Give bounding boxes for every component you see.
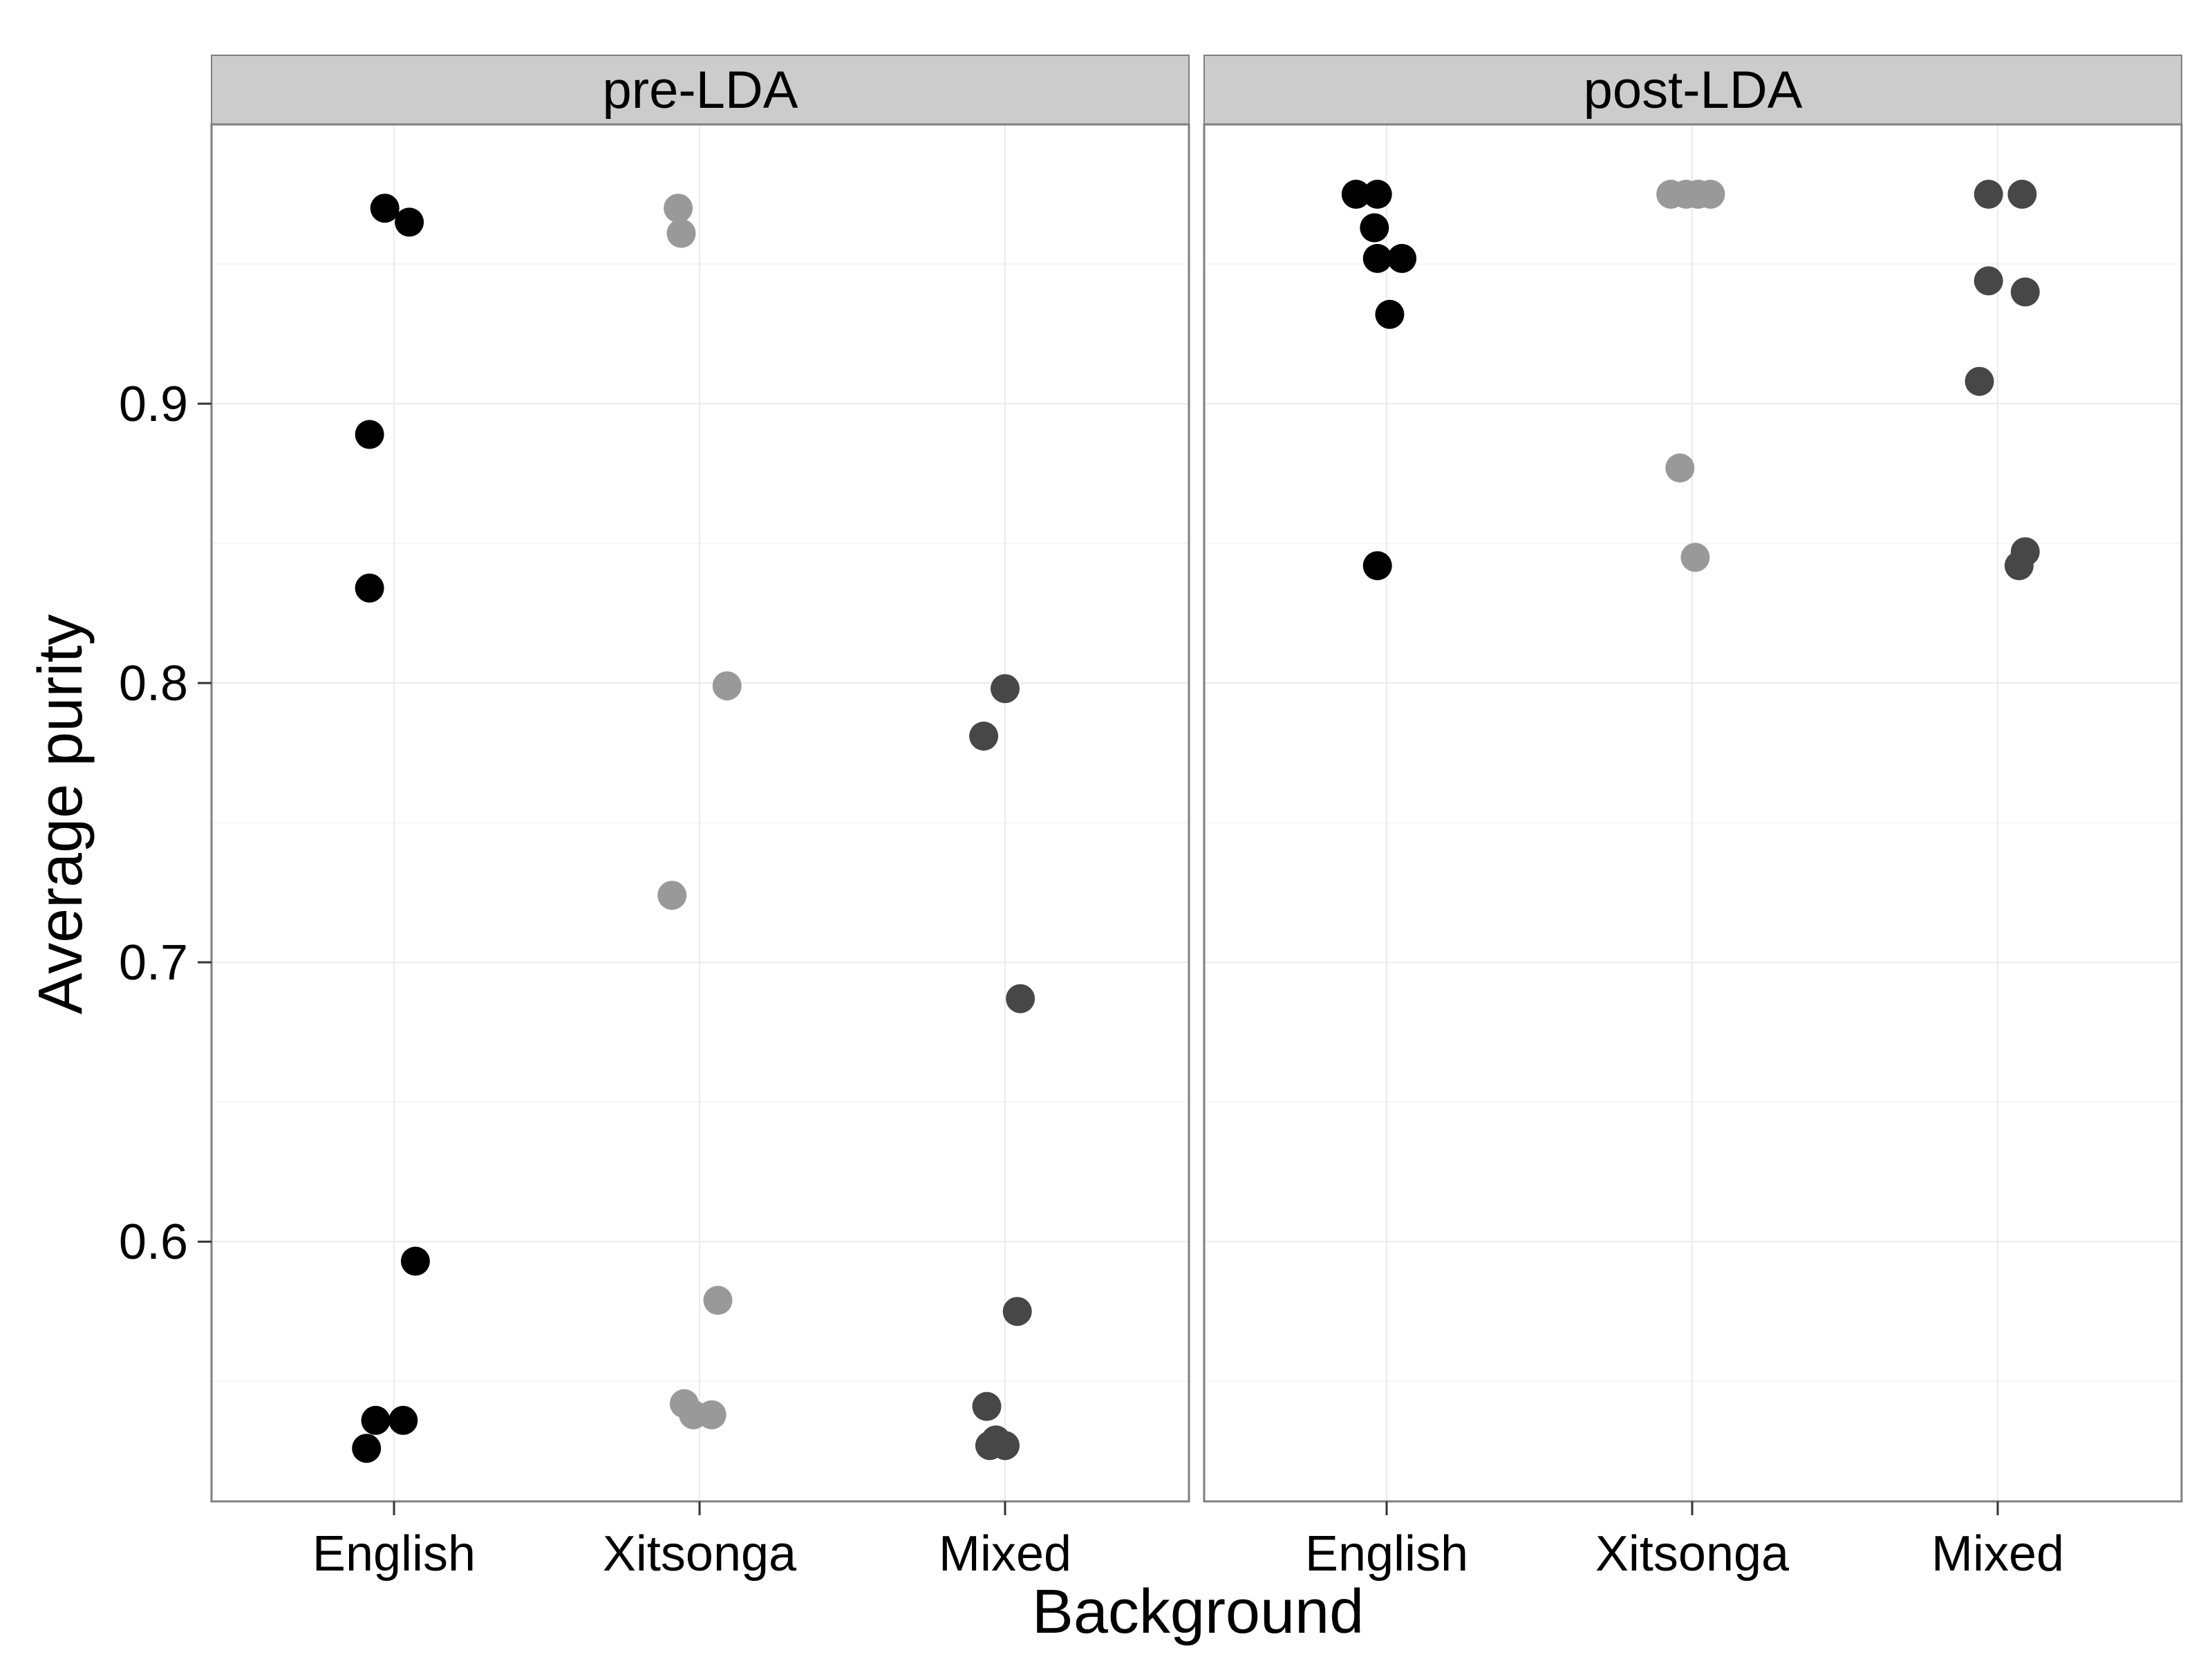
panel-post-LDA: post-LDA English Xitsonga Mixed (1203, 55, 2183, 1582)
data-point-xitsonga (697, 1400, 727, 1430)
data-point-english (355, 420, 384, 449)
data-point-mixed (991, 674, 1020, 704)
data-point-mixed (1006, 984, 1035, 1013)
data-point-mixed (969, 721, 999, 751)
panel-pre-LDA: pre-LDA English Xitsonga Mixed (210, 55, 1190, 1582)
panels-layer: pre-LDA English Xitsonga Mixed post-LDA Engli… (210, 55, 2183, 1582)
data-point-xitsonga (664, 194, 693, 223)
data-point-english (370, 194, 400, 223)
data-point-mixed (1002, 1297, 1032, 1327)
data-point-mixed (2007, 180, 2037, 209)
data-point-xitsonga (703, 1286, 733, 1315)
x-tick-label: Xitsonga (1595, 1526, 1790, 1582)
data-point-xitsonga (1680, 543, 1710, 572)
data-point-mixed (2010, 277, 2040, 307)
x-tick-label: Xitsonga (603, 1526, 797, 1582)
data-point-mixed (972, 1391, 1002, 1421)
data-point-xitsonga (657, 881, 687, 910)
data-point-xitsonga (1665, 453, 1695, 482)
facet-strip (211, 55, 1190, 125)
y-tick-label: 0.6 (119, 1215, 188, 1270)
x-axis-title: Background (1032, 1577, 1364, 1647)
x-tick-label: Mixed (939, 1526, 1071, 1582)
y-tick-label: 0.9 (119, 377, 188, 432)
data-point-english (1362, 243, 1392, 273)
y-axis: 0.6 0.7 0.8 0.9 (119, 377, 212, 1270)
data-point-english (1387, 243, 1417, 273)
data-point-mixed (1974, 266, 2003, 296)
x-tick-label: Mixed (1931, 1526, 2064, 1582)
data-point-mixed (1974, 180, 2003, 209)
data-point-mixed (975, 1431, 1004, 1461)
data-point-english (400, 1246, 430, 1276)
data-point-mixed (1965, 366, 1994, 396)
data-point-english (355, 573, 384, 603)
data-point-english (1375, 299, 1405, 329)
data-point-english (395, 207, 424, 237)
x-tick-label: English (312, 1526, 476, 1582)
y-axis-title: Average purity (26, 615, 95, 1015)
y-tick-label: 0.8 (119, 656, 188, 711)
data-point-english (361, 1405, 391, 1435)
x-tick-label: English (1305, 1526, 1468, 1582)
data-point-english (1362, 180, 1392, 209)
data-point-english (1360, 213, 1389, 243)
y-tick-label: 0.7 (119, 935, 188, 991)
facet-strip-label: pre-LDA (603, 61, 798, 120)
data-point-english (1362, 551, 1392, 581)
data-point-english (352, 1434, 382, 1463)
data-point-mixed (2004, 551, 2034, 581)
data-point-xitsonga (1696, 180, 1725, 209)
facet-strip (1203, 55, 2182, 125)
data-point-xitsonga (666, 218, 696, 248)
data-point-english (1341, 180, 1371, 209)
data-point-english (388, 1405, 418, 1435)
data-point-xitsonga (712, 671, 742, 701)
facet-strip-label: post-LDA (1584, 61, 1803, 120)
